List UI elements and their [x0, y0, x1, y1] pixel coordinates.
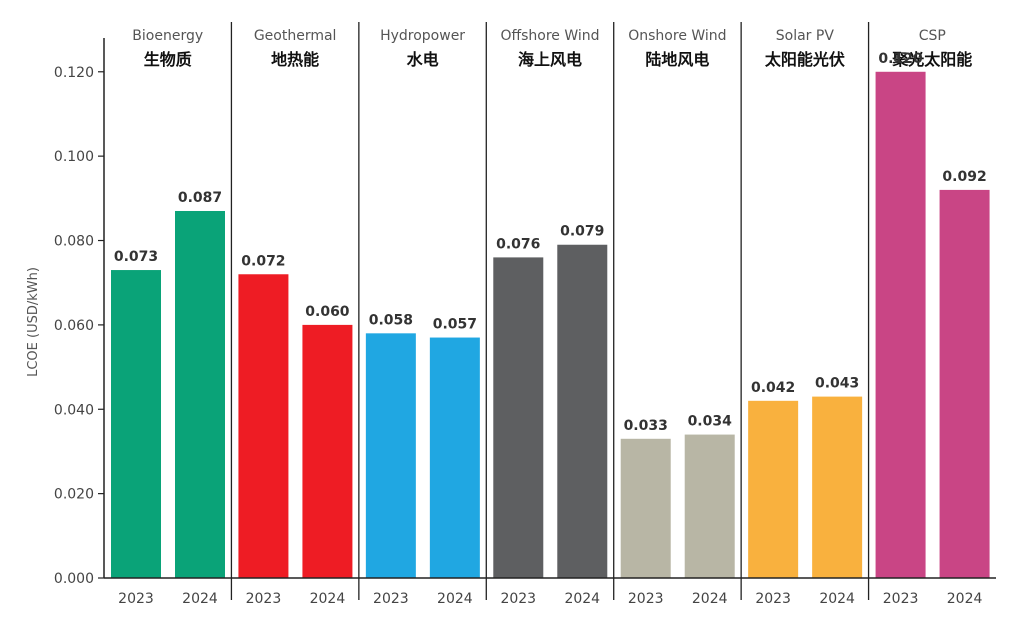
y-tick-label: 0.060	[54, 318, 94, 334]
bar	[365, 333, 416, 578]
bar-value-label: 0.033	[624, 418, 668, 434]
bar-value-label: 0.072	[241, 253, 285, 269]
separators	[230, 22, 870, 600]
labels: Bioenergy 生物质 0.073 2023 0.087 2024 Geothermal…	[114, 28, 987, 607]
bar-value-label: 0.120	[878, 51, 923, 67]
bar-value-label: 0.042	[751, 380, 795, 396]
x-tick-label: 2023	[755, 591, 791, 607]
bar	[238, 274, 289, 578]
x-tick-label: 2023	[628, 591, 664, 607]
bar	[939, 189, 990, 578]
y-tick-label: 0.080	[54, 234, 94, 250]
y-tick-label: 0.120	[54, 65, 94, 81]
bar-value-label: 0.087	[178, 190, 222, 206]
bar-value-label: 0.092	[942, 169, 986, 185]
x-tick-label: 2024	[182, 591, 218, 607]
group-name-en: Onshore Wind	[628, 28, 726, 44]
x-tick-label: 2024	[947, 591, 983, 607]
group-name-zh: 生物质	[144, 50, 192, 69]
bar	[812, 396, 863, 578]
axes: 0.000 0.020 0.040 0.060 0.080 0.100 0.120 LCOE …	[26, 38, 996, 587]
bar	[684, 434, 735, 578]
bar-value-label: 0.076	[496, 236, 540, 252]
bar	[748, 400, 799, 578]
group-name-en: Bioenergy	[132, 28, 203, 44]
group-name-zh: 海上风电	[518, 50, 582, 69]
group-name-en: Hydropower	[380, 28, 465, 44]
bar	[429, 337, 480, 578]
x-tick-label: 2023	[373, 591, 409, 607]
x-tick-label: 2024	[310, 591, 346, 607]
y-tick-label: 0.000	[54, 571, 94, 587]
bar-value-label: 0.043	[815, 376, 859, 392]
bar	[493, 257, 544, 578]
bar-value-label: 0.057	[433, 317, 477, 333]
bars	[111, 71, 990, 579]
y-tick-label: 0.020	[54, 487, 94, 503]
x-tick-label: 2023	[883, 591, 919, 607]
x-tick-label: 2024	[564, 591, 600, 607]
bar-value-label: 0.073	[114, 249, 158, 265]
group-name-en: CSP	[919, 28, 946, 44]
x-tick-label: 2023	[500, 591, 536, 607]
group-name-zh: 太阳能光伏	[764, 50, 845, 69]
group-name-en: Solar PV	[776, 28, 835, 44]
y-axis-title: LCOE (USD/kWh)	[26, 267, 41, 377]
bar	[620, 438, 671, 578]
bar-value-label: 0.058	[369, 312, 413, 328]
x-tick-label: 2024	[819, 591, 855, 607]
group-name-en: Offshore Wind	[500, 28, 599, 44]
bar	[302, 324, 353, 578]
bar-value-label: 0.060	[305, 304, 350, 320]
bar-value-label: 0.034	[688, 414, 733, 430]
bar	[557, 244, 608, 578]
group-name-zh: 陆地风电	[645, 50, 709, 69]
group-name-zh: 聚光太阳能	[891, 50, 972, 69]
group-name-zh: 水电	[407, 50, 439, 69]
y-tick-label: 0.100	[54, 149, 94, 165]
group-name-zh: 地热能	[271, 50, 319, 69]
bar-value-label: 0.079	[560, 224, 604, 240]
x-tick-label: 2023	[118, 591, 154, 607]
bar	[175, 210, 225, 578]
x-tick-label: 2023	[246, 591, 282, 607]
group-name-en: Geothermal	[254, 28, 337, 44]
bar	[875, 71, 926, 579]
x-tick-label: 2024	[692, 591, 728, 607]
bar	[111, 270, 161, 578]
x-tick-label: 2024	[437, 591, 473, 607]
y-tick-label: 0.040	[54, 402, 94, 418]
